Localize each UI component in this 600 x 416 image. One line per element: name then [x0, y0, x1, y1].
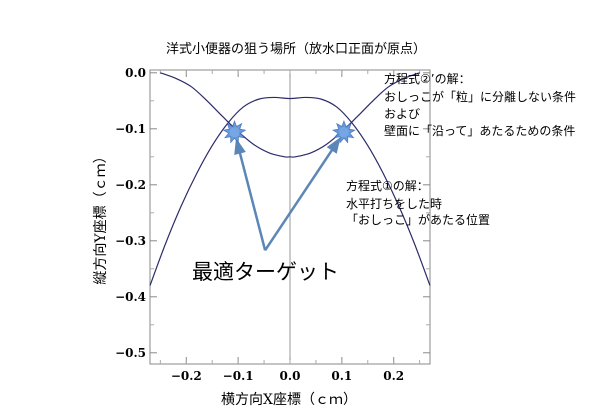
x-tick-label: 0.1 [331, 369, 352, 383]
annotation-eq1-line-1: 方程式①の解： [346, 178, 429, 193]
annotation-eq2-line-1: 方程式②’の解： [384, 71, 471, 86]
series-curve-2 [160, 72, 420, 158]
arrow-head [326, 137, 341, 154]
annotation-equation-2: 方程式②’の解： おしっこが「粒」に分離しない条件 および 壁面に「沿って」あた… [384, 71, 576, 138]
x-tick-label: 0.2 [383, 369, 404, 383]
annotation-eq2-line-2: おしっこが「粒」に分離しない条件 [384, 89, 576, 104]
annotation-eq2-line-4: 壁面に「沿って」あたるための条件 [384, 123, 575, 138]
y-ticks: 0.0 −0.1 −0.2 −0.3 −0.4 −0.5 [115, 66, 430, 360]
y-tick-label: −0.1 [115, 122, 146, 136]
x-tick-label: 0.0 [280, 369, 301, 383]
y-tick-label: −0.4 [115, 290, 146, 304]
arrows [234, 137, 341, 252]
target-marker-core [338, 127, 349, 138]
target-markers [222, 120, 356, 144]
annotation-eq1-line-2: 水平打ちをした時 [346, 197, 442, 211]
y-tick-label: −0.2 [115, 178, 146, 192]
annotation-optimal-target: 最適ターゲット [192, 260, 339, 284]
arrow-head [234, 137, 246, 155]
x-tick-label: −0.2 [171, 369, 202, 383]
y-tick-label: −0.3 [115, 234, 146, 248]
x-tick-label: −0.1 [223, 369, 254, 383]
annotation-eq2-line-3: および [384, 107, 420, 121]
y-axis-label: 縦方向Y座標（ｃｍ） [93, 149, 109, 284]
annotation-eq1-line-3: 「おしっこ」があたる位置 [346, 212, 490, 227]
y-tick-label: 0.0 [125, 66, 146, 80]
y-tick-label: −0.5 [115, 346, 146, 360]
annotation-equation-1: 方程式①の解： 水平打ちをした時 「おしっこ」があたる位置 [346, 178, 490, 227]
target-marker-core [229, 127, 240, 138]
curves [149, 72, 431, 286]
series-curve-1 [149, 96, 431, 286]
arrow-line [236, 145, 267, 251]
arrow-line [264, 143, 338, 252]
chart-title: 洋式小便器の狙う場所（放水口正面が原点） [166, 42, 426, 57]
x-ticks: −0.2 −0.1 0.0 0.1 0.2 [159, 70, 421, 383]
x-axis-label: 横方向X座標（ｃｍ） [221, 392, 357, 408]
